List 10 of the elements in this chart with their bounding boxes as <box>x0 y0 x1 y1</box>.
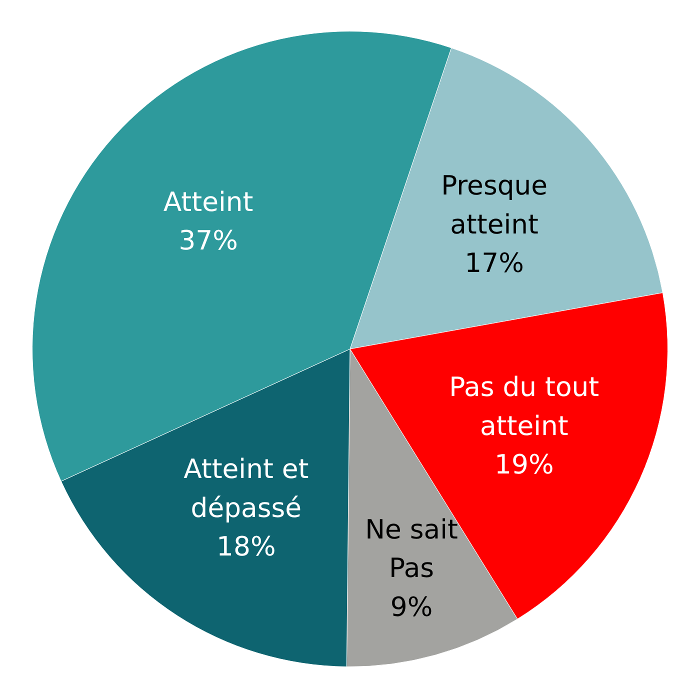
data-label: 9% <box>390 592 433 623</box>
slice-label: Ne sait Pas <box>365 514 458 584</box>
data-label: 19% <box>494 450 554 481</box>
slice-label: Atteint <box>163 186 254 218</box>
data-label: 17% <box>464 248 524 280</box>
slice-label: Presque atteint <box>441 170 548 240</box>
slice-label: Pas du tout atteint <box>449 372 600 442</box>
data-label: 18% <box>216 532 276 563</box>
data-label: 37% <box>178 226 238 257</box>
slice-label: Atteint et dépassé <box>184 454 309 524</box>
